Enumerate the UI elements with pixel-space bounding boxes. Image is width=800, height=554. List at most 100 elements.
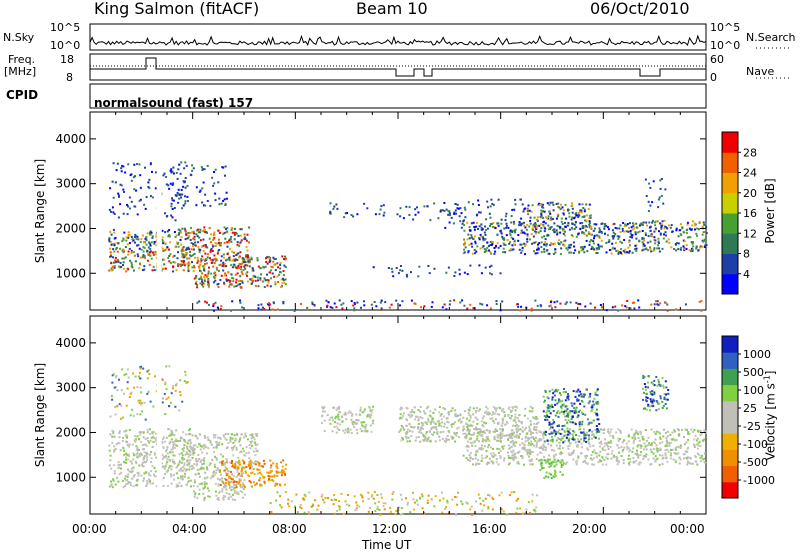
velocity-cell <box>592 433 595 436</box>
power-cell <box>149 195 152 198</box>
velocity-cell <box>137 455 140 458</box>
velocity-cell <box>558 400 561 403</box>
velocity-cell <box>172 443 175 446</box>
velocity-cell <box>419 416 422 419</box>
velocity-cell <box>551 449 554 452</box>
velocity-cell <box>323 406 326 409</box>
power-cell <box>606 234 609 237</box>
power-cell <box>331 306 334 309</box>
power-cell <box>212 305 215 308</box>
velocity-cell <box>440 425 443 428</box>
power-cell <box>109 230 112 233</box>
velocity-cell <box>524 440 527 443</box>
velocity-cell <box>178 481 181 484</box>
velocity-cell <box>244 434 247 437</box>
velocity-cell <box>603 442 606 445</box>
velocity-cell <box>656 448 659 450</box>
velocity-cell <box>137 375 140 378</box>
power-cell <box>145 236 148 239</box>
velocity-cell <box>193 451 195 454</box>
velocity-cell <box>164 383 167 386</box>
velocity-cell <box>118 403 121 406</box>
power-cell <box>565 247 568 250</box>
velocity-cell <box>593 435 596 438</box>
velocity-cell <box>170 448 173 451</box>
velocity-cell <box>663 398 666 400</box>
velocity-cell <box>149 453 152 456</box>
power-cell <box>700 309 703 312</box>
power-cell <box>533 216 536 219</box>
power-cell <box>641 230 644 232</box>
power-cell <box>177 193 180 196</box>
power-cell <box>139 174 142 177</box>
power-cell <box>456 203 459 206</box>
velocity-cell <box>182 457 185 460</box>
power-cell <box>500 232 503 235</box>
power-cell <box>119 261 122 264</box>
velocity-cell <box>142 431 145 434</box>
power-cell <box>246 233 249 236</box>
velocity-cell <box>197 472 200 475</box>
power-cell <box>189 173 192 176</box>
velocity-cell <box>189 441 192 444</box>
power-cell <box>406 275 409 278</box>
power-cell <box>139 256 142 259</box>
power-cell <box>616 235 619 238</box>
velocity-cell <box>173 461 176 464</box>
velocity-cell <box>499 435 502 438</box>
velocity-cell <box>109 433 112 436</box>
velocity-cell <box>578 425 581 428</box>
velocity-cell <box>487 411 490 414</box>
velocity-cell <box>572 436 574 439</box>
power-cell <box>585 219 588 222</box>
velocity-cell <box>172 441 174 444</box>
power-cell <box>549 304 552 307</box>
power-cell <box>659 222 662 225</box>
power-cell <box>555 203 558 205</box>
power-cell <box>219 244 222 247</box>
velocity-cell <box>632 447 635 450</box>
velocity-cell <box>326 414 329 417</box>
power-cell <box>448 221 451 224</box>
velocity-cell <box>142 436 145 439</box>
velocity-cell <box>638 461 641 464</box>
velocity-cell <box>405 437 408 440</box>
velocity-cell <box>559 453 562 456</box>
velocity-cell <box>430 428 433 431</box>
velocity-cell <box>229 485 231 488</box>
velocity-cell <box>524 407 527 410</box>
velocity-cell <box>181 437 184 440</box>
velocity-region-5 <box>321 405 375 435</box>
velocity-cell <box>585 454 588 457</box>
velocity-cell <box>133 439 136 442</box>
power-cell <box>552 209 555 212</box>
velocity-cell <box>480 460 483 462</box>
velocity-cell <box>503 445 506 447</box>
power-cell <box>115 247 118 249</box>
velocity-cell <box>254 433 257 435</box>
power-cell <box>612 237 615 240</box>
velocity-cell <box>132 414 135 417</box>
velocity-cell <box>169 401 172 404</box>
power-cell <box>675 249 678 252</box>
nave-tick-top: 60 <box>710 53 724 66</box>
velocity-cell <box>448 413 450 416</box>
velocity-cell <box>550 473 553 476</box>
power-cell <box>649 204 652 207</box>
velocity-cell <box>483 439 486 442</box>
velocity-cell <box>111 381 114 384</box>
velocity-cell <box>147 390 150 393</box>
power-cell <box>379 309 382 312</box>
velocity-cell <box>126 387 129 390</box>
power-cell <box>520 243 523 246</box>
velocity-cell <box>615 455 618 458</box>
velocity-cell <box>149 482 152 485</box>
velocity-cell <box>586 447 589 450</box>
velocity-cell <box>548 433 551 435</box>
velocity-cell <box>548 390 551 393</box>
velocity-cell <box>113 445 116 448</box>
velocity-cell <box>184 453 187 456</box>
velocity-cell <box>516 426 519 429</box>
power-cell <box>571 235 574 238</box>
power-cell <box>401 300 404 303</box>
